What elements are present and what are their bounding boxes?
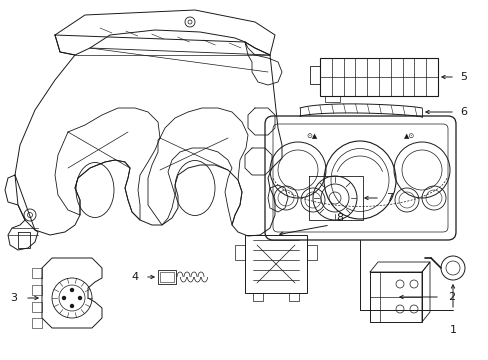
- Bar: [244, 235, 306, 293]
- Bar: [158, 270, 176, 284]
- Bar: [252, 293, 263, 301]
- Text: 6: 6: [460, 107, 467, 117]
- Text: 7: 7: [386, 193, 393, 203]
- Bar: [325, 96, 339, 102]
- Text: 1: 1: [448, 325, 456, 335]
- Text: ⊙▲: ⊙▲: [306, 133, 317, 139]
- Text: 4: 4: [131, 272, 138, 282]
- Text: 5: 5: [460, 72, 467, 82]
- Bar: [32, 285, 42, 295]
- Bar: [309, 66, 319, 84]
- Bar: [32, 268, 42, 278]
- Circle shape: [70, 305, 73, 307]
- Text: 3: 3: [10, 293, 18, 303]
- Circle shape: [70, 288, 73, 292]
- Text: 2: 2: [447, 292, 455, 302]
- Circle shape: [79, 297, 81, 300]
- Bar: [160, 272, 174, 282]
- Bar: [32, 318, 42, 328]
- Bar: [319, 58, 437, 96]
- Bar: [235, 245, 244, 260]
- Text: 8: 8: [336, 213, 343, 223]
- Bar: [369, 272, 421, 322]
- Circle shape: [62, 297, 65, 300]
- Bar: [306, 245, 316, 260]
- Text: ▲⊙: ▲⊙: [404, 133, 415, 139]
- Bar: [288, 293, 298, 301]
- Bar: [32, 302, 42, 312]
